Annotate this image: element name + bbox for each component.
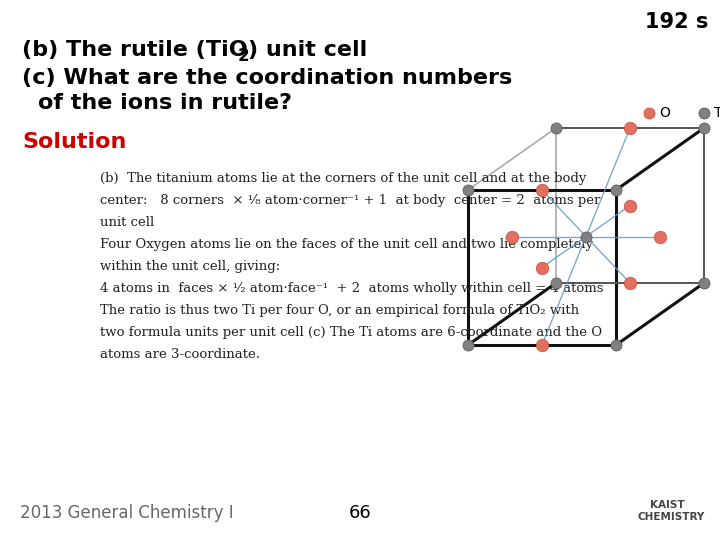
- Text: The ratio is thus two Ti per four O, or an empirical formula of TiO₂ with: The ratio is thus two Ti per four O, or …: [100, 304, 579, 317]
- Text: CHEMISTRY: CHEMISTRY: [638, 512, 706, 522]
- Text: (b)  The titanium atoms lie at the corners of the unit cell and at the body: (b) The titanium atoms lie at the corner…: [100, 172, 586, 185]
- Text: Four Oxygen atoms lie on the faces of the unit cell and two lie completely: Four Oxygen atoms lie on the faces of th…: [100, 238, 593, 251]
- Text: 66: 66: [348, 504, 372, 522]
- Text: Solution: Solution: [22, 132, 127, 152]
- Text: KAIST: KAIST: [650, 500, 685, 510]
- Text: within the unit cell, giving:: within the unit cell, giving:: [100, 260, 280, 273]
- Text: ) unit cell: ) unit cell: [248, 40, 367, 60]
- Text: (b) The rutile (TiO: (b) The rutile (TiO: [22, 40, 248, 60]
- Text: O: O: [660, 106, 670, 120]
- Text: unit cell: unit cell: [100, 216, 154, 229]
- Text: of the ions in rutile?: of the ions in rutile?: [38, 93, 292, 113]
- Text: two formula units per unit cell (c) The Ti atoms are 6-coordinate and the O: two formula units per unit cell (c) The …: [100, 326, 602, 339]
- Text: atoms are 3-coordinate.: atoms are 3-coordinate.: [100, 348, 260, 361]
- Text: Ti: Ti: [714, 106, 720, 120]
- Text: center:   8 corners  × ¹⁄₈ atom·corner⁻¹ + 1  at body  center = 2  atoms per: center: 8 corners × ¹⁄₈ atom·corner⁻¹ + …: [100, 194, 600, 207]
- Text: 4 atoms in  faces × ¹⁄₂ atom·face⁻¹  + 2  atoms wholly within cell = 4 atoms: 4 atoms in faces × ¹⁄₂ atom·face⁻¹ + 2 a…: [100, 282, 603, 295]
- Text: 192 s: 192 s: [644, 12, 708, 32]
- Text: (c) What are the coordination numbers: (c) What are the coordination numbers: [22, 68, 512, 88]
- Text: 2: 2: [238, 47, 250, 65]
- Text: 2013 General Chemistry I: 2013 General Chemistry I: [20, 504, 233, 522]
